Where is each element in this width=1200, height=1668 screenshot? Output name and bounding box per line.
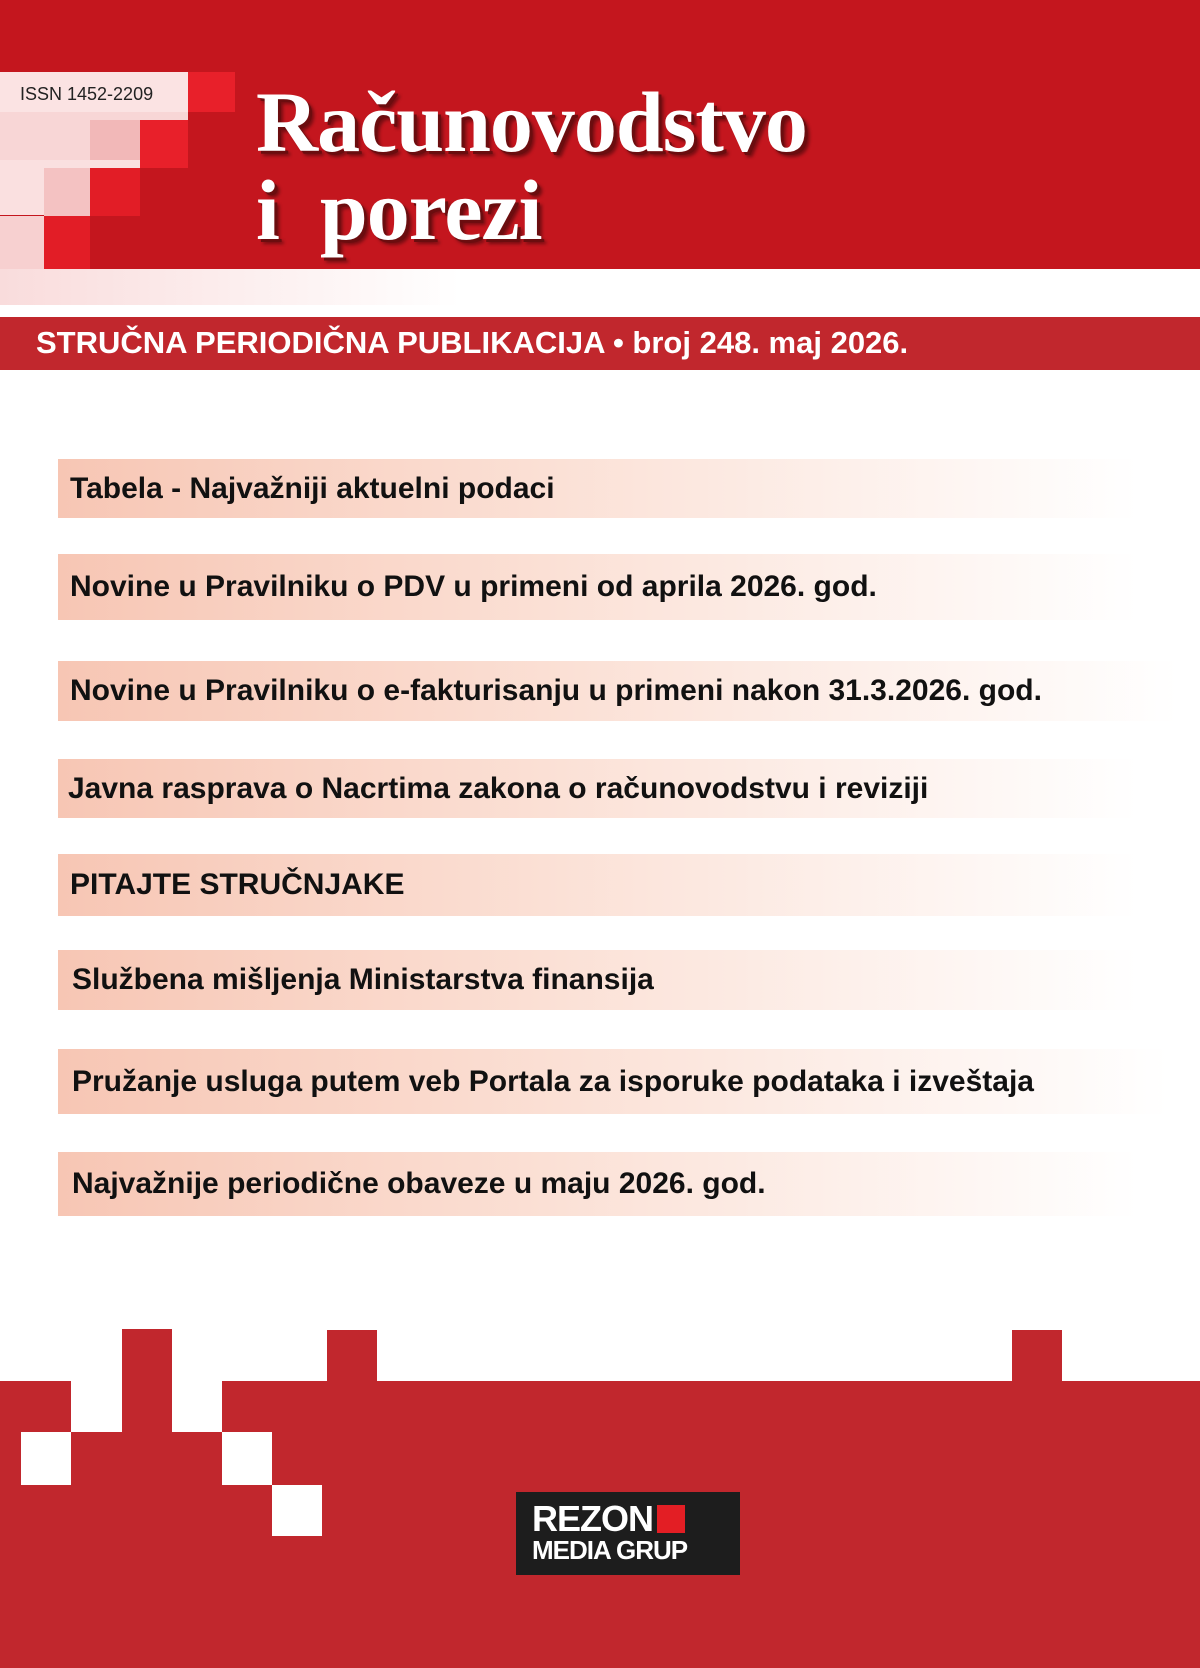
subtitle-band: STRUČNA PERIODIČNA PUBLIKACIJA • broj 24… bbox=[0, 317, 1200, 370]
contents-item: Tabela - Najvažniji aktuelni podaci bbox=[58, 459, 1138, 518]
contents-item: PITAJTE STRUČNJAKE bbox=[58, 854, 1138, 916]
publisher-logo: REZON MEDIA GRUP bbox=[516, 1492, 740, 1575]
contents-item: Najvažnije periodične obaveze u maju 202… bbox=[58, 1152, 1138, 1216]
title-line-2: i porezi bbox=[256, 162, 543, 258]
contents-item: Službena mišljenja Ministarstva finansij… bbox=[58, 950, 1138, 1010]
contents-item: Pružanje usluga putem veb Portala za isp… bbox=[58, 1049, 1168, 1114]
logo-line-2: MEDIA GRUP bbox=[532, 1535, 688, 1565]
header-background bbox=[0, 0, 1200, 269]
logo-line-1: REZON bbox=[532, 1498, 654, 1539]
contents-item: Novine u Pravilniku o PDV u primeni od a… bbox=[58, 554, 1138, 620]
contents-item: Novine u Pravilniku o e-fakturisanju u p… bbox=[58, 661, 1178, 721]
title-line-1: Računovodstvo bbox=[256, 74, 808, 170]
logo-square-icon bbox=[657, 1505, 685, 1533]
issn: ISSN 1452-2209 bbox=[20, 84, 154, 104]
contents-item: Javna rasprava o Nacrtima zakona o račun… bbox=[58, 759, 1138, 818]
